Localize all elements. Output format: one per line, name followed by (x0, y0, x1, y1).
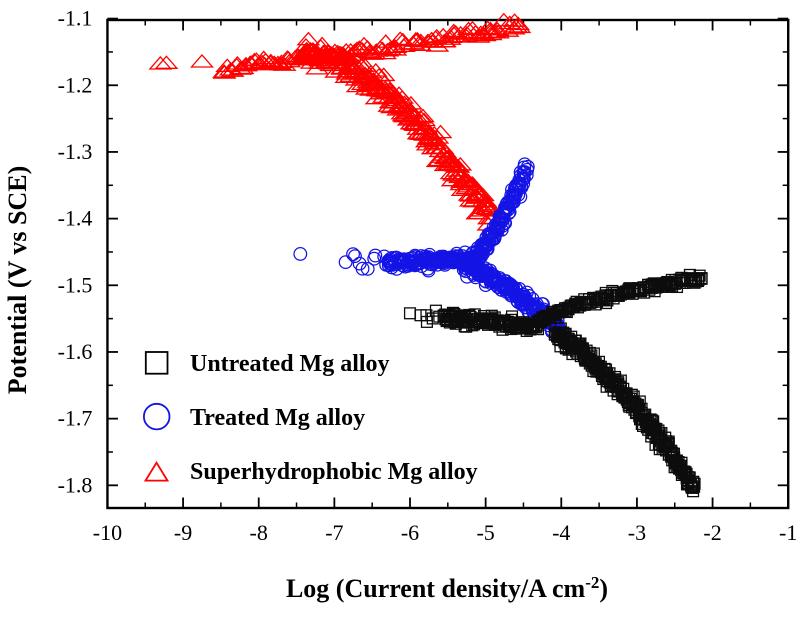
svg-text:-1.1: -1.1 (58, 6, 93, 31)
svg-text:-1: -1 (779, 520, 797, 545)
svg-text:-9: -9 (174, 520, 192, 545)
svg-text:-7: -7 (325, 520, 343, 545)
svg-text:Potential (V vs SCE): Potential (V vs SCE) (3, 166, 32, 394)
svg-text:-1.3: -1.3 (58, 139, 93, 164)
svg-text:-5: -5 (476, 520, 494, 545)
svg-text:-1.6: -1.6 (58, 339, 93, 364)
svg-text:-2: -2 (703, 520, 721, 545)
svg-text:-3: -3 (628, 520, 646, 545)
svg-text:-1.7: -1.7 (58, 406, 93, 431)
svg-text:-8: -8 (250, 520, 268, 545)
svg-text:-1.8: -1.8 (58, 472, 93, 497)
svg-text:Superhydrophobic Mg alloy: Superhydrophobic Mg alloy (190, 459, 478, 485)
svg-text:Log (Current density/A cm-2): Log (Current density/A cm-2) (286, 573, 608, 604)
svg-text:-1.4: -1.4 (58, 206, 93, 231)
svg-text:-6: -6 (401, 520, 419, 545)
svg-text:Treated Mg alloy: Treated Mg alloy (190, 405, 365, 431)
svg-text:-10: -10 (93, 520, 122, 545)
svg-text:Untreated Mg alloy: Untreated Mg alloy (190, 351, 390, 377)
svg-text:-1.5: -1.5 (58, 272, 93, 297)
svg-text:-1.2: -1.2 (58, 72, 93, 97)
svg-text:-4: -4 (552, 520, 570, 545)
